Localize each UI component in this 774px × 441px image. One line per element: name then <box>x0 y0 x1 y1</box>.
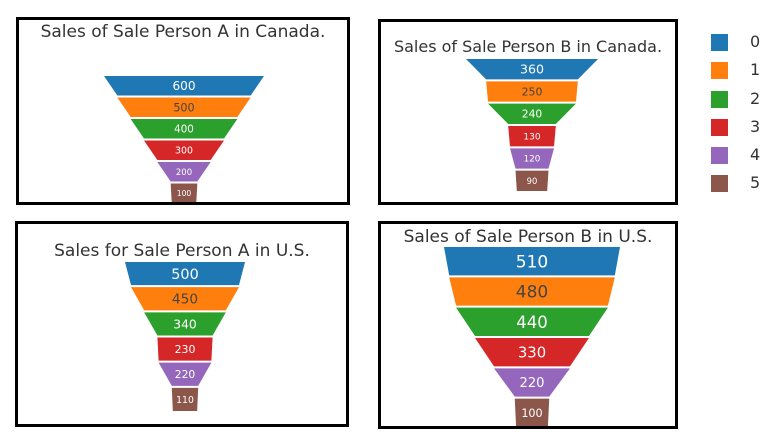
funnel-value-label: 100 <box>521 407 542 420</box>
funnel-title: Sales of Sale Person B in U.S. <box>403 227 653 247</box>
funnel-segment-4 <box>510 148 554 169</box>
funnel-value-label: 110 <box>176 395 194 406</box>
funnel-segment-2 <box>488 103 576 124</box>
legend-swatch <box>711 175 728 193</box>
legend-swatch <box>711 147 728 165</box>
funnel-value-label: 340 <box>173 317 196 331</box>
funnel-segment-3 <box>475 338 589 367</box>
funnel-segment-0 <box>444 247 620 276</box>
funnel-value-label: 450 <box>172 292 198 308</box>
legend-swatch <box>711 62 728 80</box>
legend-label: 2 <box>750 88 761 108</box>
legend-label: 5 <box>750 173 761 193</box>
funnel-plot: 500 450 340 230 220 110 <box>125 262 245 411</box>
funnel-value-label: 240 <box>522 108 543 121</box>
legend-swatch <box>711 34 728 51</box>
funnel-value-label: 230 <box>175 343 196 356</box>
funnel-title: Sales for Sale Person A in U.S. <box>54 241 310 261</box>
funnel-segment-2 <box>130 119 238 139</box>
funnel-value-label: 500 <box>173 101 194 114</box>
funnel-value-label: 250 <box>522 85 543 98</box>
funnel-value-label: 500 <box>171 267 198 283</box>
funnel-value-label: 130 <box>523 132 540 142</box>
funnel-value-label: 440 <box>516 313 548 332</box>
legend-label: 4 <box>750 145 761 165</box>
legend-label: 3 <box>750 116 761 136</box>
funnel-segment-4 <box>494 368 570 397</box>
funnel-segment-1 <box>449 277 615 306</box>
legend-label: 1 <box>750 60 761 80</box>
funnel-plot: 600 500 400 300 200 100 <box>104 76 264 202</box>
funnel-segment-5 <box>514 398 550 426</box>
funnel-segment-2 <box>456 307 608 336</box>
funnel-segment-4 <box>158 362 212 386</box>
funnel-segment-0 <box>466 59 598 80</box>
legend-label: 0 <box>750 32 761 51</box>
funnel-segment-4 <box>157 162 211 182</box>
funnel-value-label: 400 <box>174 123 194 135</box>
funnel-value-label: 300 <box>175 146 193 157</box>
legend-swatch <box>711 90 728 108</box>
funnel-value-label: 120 <box>524 155 541 165</box>
funnel-segment-1 <box>131 287 239 311</box>
funnel-plot: 360 250 240 130 120 90 <box>466 59 598 191</box>
funnel-panel-a-canada: Sales of Sale Person A in Canada. 600 500… <box>16 17 350 205</box>
funnel-segment-0 <box>125 262 245 286</box>
funnel-panel-a-us: Sales for Sale Person A in U.S. 500 450 34… <box>15 221 349 427</box>
funnel-value-label: 360 <box>520 62 544 77</box>
funnel-segment-5 <box>170 183 198 202</box>
funnel-segment-1 <box>486 81 578 102</box>
funnel-segment-3 <box>508 126 556 147</box>
funnel-panel-b-us: Sales of Sale Person B in U.S. 510 480 440… <box>378 221 678 429</box>
funnel-segment-2 <box>144 312 226 336</box>
funnel-panel-b-canada: Sales of Sale Person B in Canada. 360 250… <box>378 19 678 205</box>
funnel-segment-1 <box>117 97 251 117</box>
funnel-segment-0 <box>104 76 264 96</box>
funnel-plot: 510 480 440 330 220 100 <box>444 247 620 426</box>
legend-swatch <box>711 118 728 136</box>
funnel-value-label: 200 <box>176 168 192 178</box>
funnel-title: Sales of Sale Person B in Canada. <box>393 37 663 56</box>
funnel-segment-5 <box>515 170 549 191</box>
funnel-title: Sales of Sale Person A in Canada. <box>40 22 326 42</box>
funnel-value-label: 600 <box>172 79 195 93</box>
funnel-value-label: 90 <box>527 176 538 186</box>
funnel-value-label: 220 <box>520 376 545 391</box>
funnel-segment-5 <box>171 387 199 411</box>
funnel-segment-3 <box>144 140 224 160</box>
funnel-segment-3 <box>157 337 213 361</box>
funnel-value-label: 510 <box>516 252 548 272</box>
funnel-value-label: 100 <box>177 189 192 198</box>
funnel-value-label: 330 <box>518 344 546 361</box>
funnel-value-label: 220 <box>175 368 196 381</box>
funnel-value-label: 480 <box>516 283 548 303</box>
